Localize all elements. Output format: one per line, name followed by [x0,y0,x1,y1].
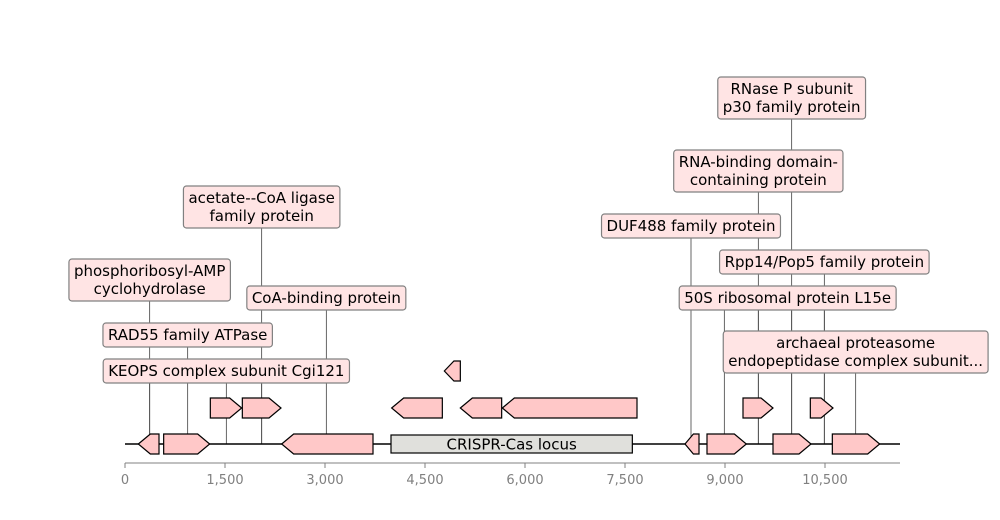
gene-arrow-12 [501,397,638,419]
x-tick-label: 9,000 [706,473,743,488]
gene-label-box [718,249,930,275]
gene-arrow-5 [706,433,748,455]
x-axis: 0 1,500 3,000 4,500 6,000 7,500 9,000 10,500 [121,462,900,488]
gene-label-text: RAD55 family ATPase [108,326,267,344]
gene-label-text: endopeptidase complex subunit... [728,352,983,370]
x-tick-label: 4,500 [406,473,443,488]
gene-label-text: RNA-binding domain- [679,153,838,171]
gene-label-box [678,285,897,311]
gene-arrow-7 [831,433,881,455]
x-tick-label: 6,000 [506,473,543,488]
gene-label-box [600,213,782,239]
gene-arrow-8 [209,397,243,419]
gene-arrows [137,360,881,455]
gene-arrow-2 [163,433,211,455]
gene-label-2: RAD55 family ATPase [102,322,273,348]
gene-arrow-14 [809,397,834,419]
gene-label-box [68,258,231,302]
gene-label-text: phosphoribosyl-AMP [74,262,225,280]
gene-label-text: p30 family protein [723,98,861,116]
gene-label-8: Rpp14/Pop5 family protein [718,249,930,275]
gene-label-text: archaeal proteasome [776,334,935,352]
gene-arrow-9 [241,397,282,419]
x-tick-label: 7,500 [606,473,643,488]
x-tick-label: 1,500 [206,473,243,488]
gene-arrow-6 [772,433,812,455]
gene-label-5: CoA-binding protein [246,285,407,311]
crispr-locus-label: CRISPR-Cas locus [447,436,577,454]
gene-label-box [182,185,341,229]
crispr-locus: CRISPR-Cas locus [390,434,633,454]
gene-label-box [722,330,989,374]
gene-label-10: RNA-binding domain-containing protein [673,149,844,193]
gene-label-box [102,358,351,384]
x-tick-label: 3,000 [306,473,343,488]
crispr-locus-box [390,434,633,454]
gene-label-box [246,285,407,311]
gene-label-9: DUF488 family protein [600,213,782,239]
gene-label-text: containing protein [690,171,827,189]
gene-label-text: DUF488 family protein [607,217,776,235]
gene-arrow-4 [684,433,700,455]
gene-label-7: 50S ribosomal protein L15e [678,285,897,311]
gene-label-1: KEOPS complex subunit Cgi121 [102,358,351,384]
gene-arrow-10 [390,397,443,419]
gene-arrow-13 [742,397,774,419]
gene-label-text: KEOPS complex subunit Cgi121 [108,362,344,380]
gene-label-text: Rpp14/Pop5 family protein [725,253,925,271]
gene-arrow-3 [280,433,374,455]
gene-arrow-15 [443,360,461,382]
gene-label-box [102,322,273,348]
x-tick-label: 0 [121,473,129,488]
gene-label-text: CoA-binding protein [252,289,401,307]
gene-label-text: RNase P subunit [730,80,852,98]
gene-label-text: 50S ribosomal protein L15e [684,289,891,307]
gene-label-text: family protein [209,207,313,225]
x-tick-label: 10,500 [802,473,848,488]
gene-label-text: acetate--CoA ligase [188,189,334,207]
gene-label-text: cyclohydrolase [94,280,206,298]
gene-arrow-1 [137,433,160,455]
gene-label-box [717,76,867,120]
gene-labels: KEOPS complex subunit Cgi121 RAD55 family… [68,76,989,384]
gene-arrow-11 [459,397,503,419]
gene-label-box [673,149,844,193]
